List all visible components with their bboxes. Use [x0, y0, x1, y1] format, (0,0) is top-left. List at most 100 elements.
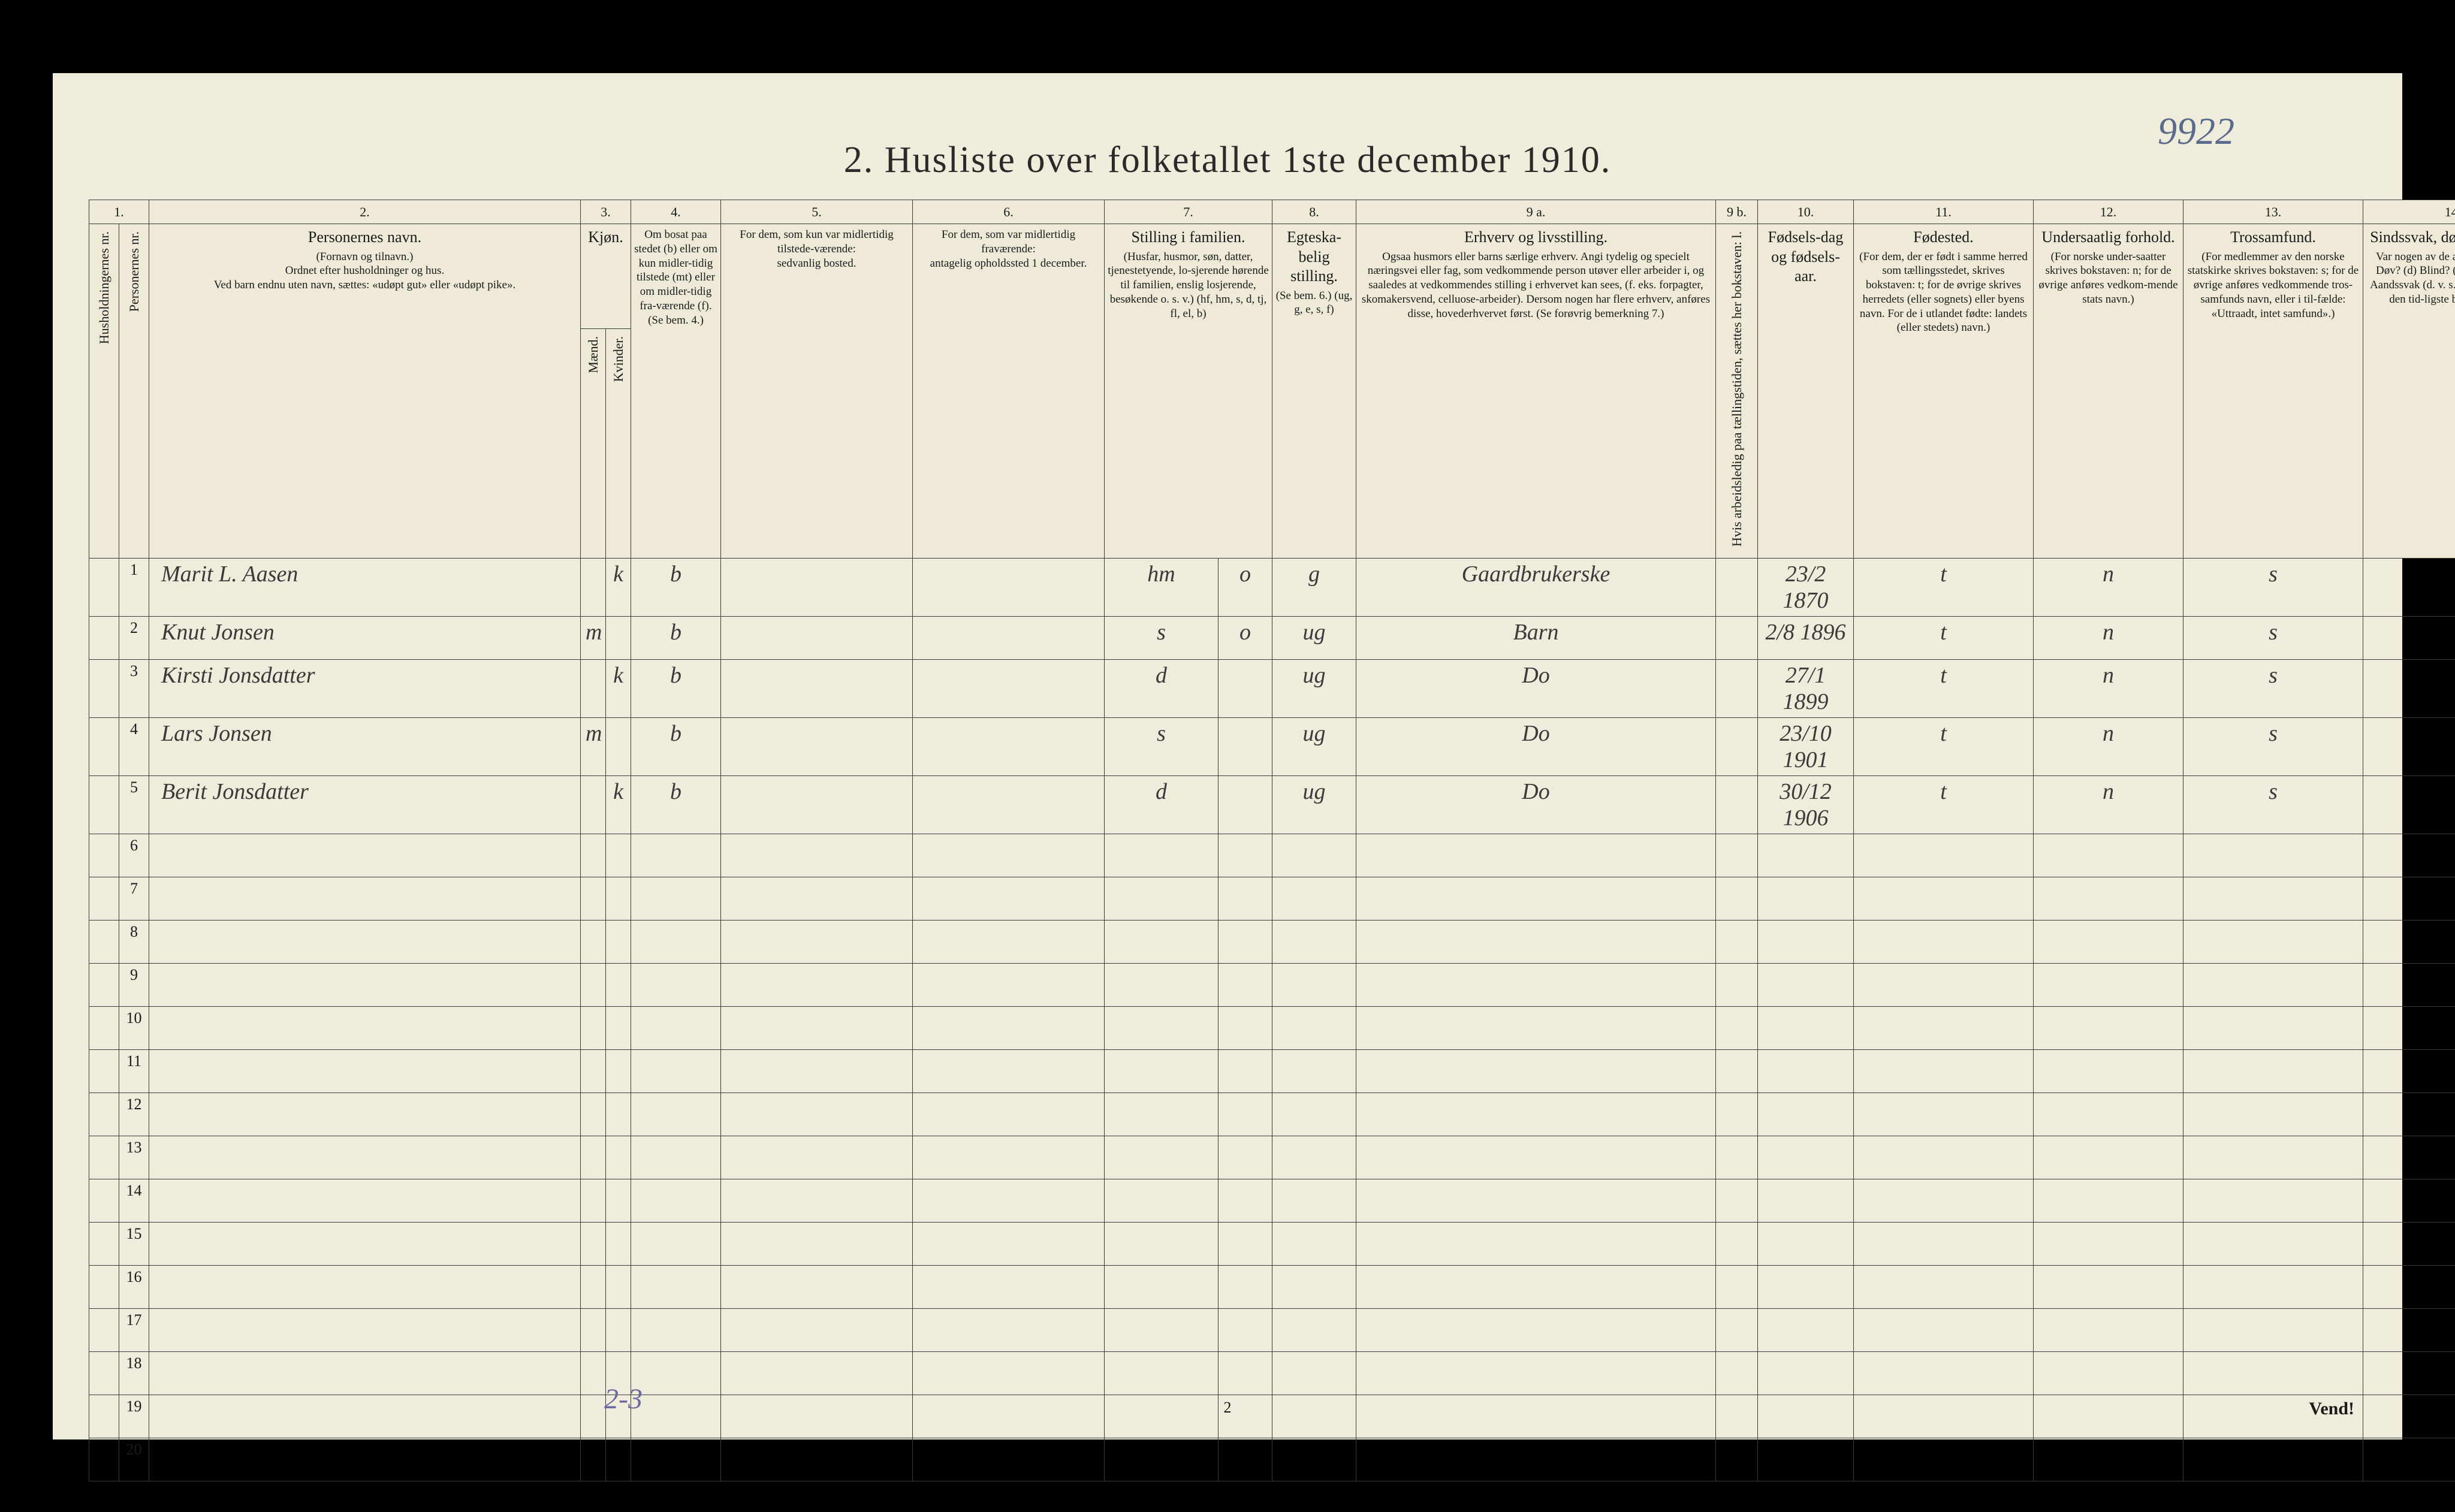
cell [1105, 1308, 1219, 1351]
cell: n [2034, 717, 2183, 775]
cell [581, 1179, 606, 1222]
cell [1272, 1092, 1356, 1136]
cell [1219, 920, 1272, 963]
cell [2183, 1351, 2363, 1395]
cell [606, 1438, 631, 1481]
cell [1105, 1222, 1219, 1265]
cell [1272, 963, 1356, 1006]
cell [149, 920, 581, 963]
cell [581, 1049, 606, 1092]
cell [89, 1136, 119, 1179]
cell [1758, 1006, 1854, 1049]
cell [1716, 1006, 1758, 1049]
cell: Do [1356, 775, 1716, 834]
cell [1356, 1265, 1716, 1308]
cell [1854, 1395, 2034, 1438]
cell [1219, 963, 1272, 1006]
cell [89, 1179, 119, 1222]
cell: t [1854, 659, 2034, 717]
cell [1219, 1136, 1272, 1179]
cell [1219, 1308, 1272, 1351]
cell [606, 717, 631, 775]
table-row: 16 [89, 1265, 2455, 1308]
cell: Berit Jonsdatter [149, 775, 581, 834]
cell [1219, 877, 1272, 920]
cell [2034, 1049, 2183, 1092]
cell [913, 1006, 1105, 1049]
cell [606, 1006, 631, 1049]
cell [913, 775, 1105, 834]
cell [1716, 616, 1758, 659]
cell [913, 1438, 1105, 1481]
header-col9b: Hvis arbeidsledig paa tællingstiden, sæt… [1716, 224, 1758, 559]
footer-annotation-left: 2-3 [604, 1383, 643, 1416]
cell [2363, 834, 2455, 877]
cell [2363, 1092, 2455, 1136]
colnum-2: 2. [149, 200, 581, 224]
cell [721, 877, 913, 920]
cell [631, 1395, 721, 1438]
cell: 23/10 1901 [1758, 717, 1854, 775]
cell: 23/2 1870 [1758, 558, 1854, 616]
cell [1716, 1395, 1758, 1438]
cell [913, 1136, 1105, 1179]
cell: d [1105, 775, 1219, 834]
cell: 7 [119, 877, 149, 920]
cell [606, 920, 631, 963]
header-sex-m: Mænd. [581, 329, 606, 558]
cell [1356, 963, 1716, 1006]
cell: 18 [119, 1351, 149, 1395]
table-header: 1. 2. 3. 4. 5. 6. 7. 8. 9 a. 9 b. 10. 11… [89, 200, 2455, 558]
cell [2183, 1179, 2363, 1222]
table-row: 7 [89, 877, 2455, 920]
header-bosat: Om bosat paa stedet (b) eller om kun mid… [631, 224, 721, 559]
table-row: 3Kirsti JonsdatterkbdugDo27/1 1899tns [89, 659, 2455, 717]
table-row: 9 [89, 963, 2455, 1006]
cell: Gaardbrukerske [1356, 558, 1716, 616]
cell: Marit L. Aasen [149, 558, 581, 616]
cell [721, 717, 913, 775]
footer-vend: Vend! [2309, 1399, 2354, 1419]
cell [631, 1006, 721, 1049]
cell [913, 920, 1105, 963]
header-col12: Undersaatlig forhold. (For norske under-… [2034, 224, 2183, 559]
cell [89, 717, 119, 775]
cell: n [2034, 775, 2183, 834]
cell [1272, 1395, 1356, 1438]
cell [1758, 1222, 1854, 1265]
cell [581, 1395, 606, 1438]
table-row: 12 [89, 1092, 2455, 1136]
cell [631, 963, 721, 1006]
cell [631, 1438, 721, 1481]
cell: Do [1356, 659, 1716, 717]
cell [721, 920, 913, 963]
column-number-row: 1. 2. 3. 4. 5. 6. 7. 8. 9 a. 9 b. 10. 11… [89, 200, 2455, 224]
cell [149, 834, 581, 877]
table-row: 1Marit L. AasenkbhmogGaardbrukerske23/2 … [89, 558, 2455, 616]
cell [89, 1049, 119, 1092]
cell: ug [1272, 616, 1356, 659]
cell [2034, 1222, 2183, 1265]
cell [1105, 1438, 1219, 1481]
table-row: 10 [89, 1006, 2455, 1049]
cell [2183, 1308, 2363, 1351]
cell [2183, 1049, 2363, 1092]
cell [2363, 1006, 2455, 1049]
cell [1356, 1136, 1716, 1179]
cell: Lars Jonsen [149, 717, 581, 775]
cell [1854, 1006, 2034, 1049]
cell [1356, 877, 1716, 920]
header-name: Personernes navn. (Fornavn og tilnavn.) … [149, 224, 581, 559]
cell [2363, 558, 2455, 616]
cell [631, 834, 721, 877]
cell [2183, 1438, 2363, 1481]
cell [913, 1049, 1105, 1092]
cell: b [631, 558, 721, 616]
cell [1219, 1179, 1272, 1222]
table-row: 19 [89, 1395, 2455, 1438]
cell [1105, 920, 1219, 963]
cell [581, 775, 606, 834]
cell [913, 877, 1105, 920]
document-number: 9922 [2158, 109, 2234, 153]
cell [2183, 1092, 2363, 1136]
